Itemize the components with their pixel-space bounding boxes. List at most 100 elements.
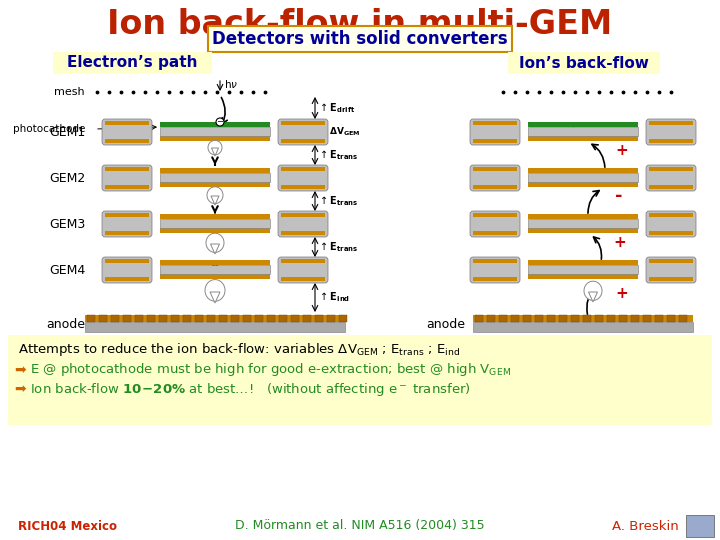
Bar	[649, 231, 693, 235]
Bar	[291, 315, 299, 322]
Bar	[281, 139, 325, 143]
Text: $\uparrow\mathbf{E_{ind}}$: $\uparrow\mathbf{E_{ind}}$	[318, 291, 350, 305]
Bar	[160, 168, 270, 173]
Bar	[105, 167, 149, 171]
FancyBboxPatch shape	[208, 26, 512, 52]
Bar	[528, 260, 638, 265]
Bar	[528, 136, 638, 141]
Polygon shape	[212, 148, 218, 156]
Bar	[595, 315, 603, 322]
FancyBboxPatch shape	[278, 119, 328, 145]
Bar	[528, 168, 638, 173]
Bar	[655, 315, 663, 322]
Text: +: +	[615, 143, 628, 158]
Polygon shape	[207, 187, 223, 204]
Text: E @ photocathode must be high for good e-extraction; best @ high V$_\mathsf{GEM}: E @ photocathode must be high for good e…	[30, 361, 511, 379]
Polygon shape	[205, 280, 225, 301]
Bar	[327, 315, 335, 322]
Text: Electron’s path: Electron’s path	[67, 56, 197, 71]
Bar	[171, 315, 179, 322]
Bar	[473, 259, 517, 263]
FancyBboxPatch shape	[102, 119, 152, 145]
Bar	[8, 335, 712, 425]
Polygon shape	[588, 292, 598, 302]
Bar	[303, 315, 311, 322]
Bar	[231, 315, 239, 322]
Bar	[160, 127, 270, 136]
Bar	[528, 228, 638, 233]
Bar	[105, 259, 149, 263]
FancyBboxPatch shape	[278, 165, 328, 191]
Bar	[160, 182, 270, 187]
Text: GEM1: GEM1	[49, 125, 85, 138]
Bar	[281, 231, 325, 235]
Bar	[85, 315, 345, 322]
FancyBboxPatch shape	[102, 257, 152, 283]
Text: photocathode: photocathode	[13, 124, 85, 134]
Bar	[99, 315, 107, 322]
Text: $\uparrow\mathbf{E_{drift}}$: $\uparrow\mathbf{E_{drift}}$	[318, 101, 356, 115]
Polygon shape	[206, 233, 224, 252]
Bar	[487, 315, 495, 322]
Bar	[473, 185, 517, 189]
Bar	[160, 219, 270, 228]
Text: Detectors with solid converters: Detectors with solid converters	[212, 30, 508, 48]
FancyBboxPatch shape	[278, 211, 328, 237]
Bar	[160, 265, 270, 274]
Bar	[105, 213, 149, 217]
FancyBboxPatch shape	[646, 211, 696, 237]
Bar	[649, 185, 693, 189]
Bar	[160, 228, 270, 233]
FancyBboxPatch shape	[470, 211, 520, 237]
Circle shape	[216, 118, 224, 126]
Text: $\uparrow\mathbf{E_{trans}}$: $\uparrow\mathbf{E_{trans}}$	[318, 240, 359, 254]
Bar	[559, 315, 567, 322]
Bar	[649, 277, 693, 281]
FancyBboxPatch shape	[470, 119, 520, 145]
Polygon shape	[210, 292, 220, 303]
Polygon shape	[211, 196, 219, 205]
Bar	[105, 121, 149, 125]
Text: h$\nu$: h$\nu$	[224, 78, 238, 90]
Bar	[105, 139, 149, 143]
Bar	[281, 213, 325, 217]
Bar	[160, 214, 270, 219]
Bar	[281, 277, 325, 281]
Bar	[643, 315, 651, 322]
Text: $\updownarrow\mathbf{\Delta V_{GEM}}$: $\updownarrow\mathbf{\Delta V_{GEM}}$	[318, 126, 360, 138]
Bar	[159, 315, 167, 322]
Bar	[105, 277, 149, 281]
Bar	[160, 274, 270, 279]
Text: ➡: ➡	[14, 382, 26, 396]
Bar	[528, 274, 638, 279]
FancyBboxPatch shape	[102, 165, 152, 191]
Bar	[499, 315, 507, 322]
Bar	[649, 139, 693, 143]
Bar	[243, 315, 251, 322]
Text: A. Breskin: A. Breskin	[611, 519, 678, 532]
Bar	[105, 231, 149, 235]
Bar	[281, 259, 325, 263]
Text: Ion back-flow $\mathbf{10\!-\!20\%}$ at best…!   (without affecting e$^-$ transf: Ion back-flow $\mathbf{10\!-\!20\%}$ at …	[30, 381, 471, 397]
Text: mesh: mesh	[55, 87, 85, 97]
Bar	[255, 315, 263, 322]
Bar	[281, 167, 325, 171]
Bar	[528, 182, 638, 187]
Bar	[281, 185, 325, 189]
Bar	[649, 167, 693, 171]
Bar	[473, 315, 693, 322]
Bar	[281, 121, 325, 125]
Bar	[473, 121, 517, 125]
Bar	[160, 122, 270, 127]
Bar	[195, 315, 203, 322]
FancyBboxPatch shape	[646, 119, 696, 145]
Bar	[547, 315, 555, 322]
Text: GEM4: GEM4	[49, 264, 85, 276]
Text: +: +	[615, 286, 628, 301]
Bar	[528, 122, 638, 127]
Bar	[207, 315, 215, 322]
Text: +: +	[613, 235, 626, 250]
Text: GEM2: GEM2	[49, 172, 85, 185]
FancyBboxPatch shape	[646, 257, 696, 283]
Bar	[473, 322, 693, 332]
